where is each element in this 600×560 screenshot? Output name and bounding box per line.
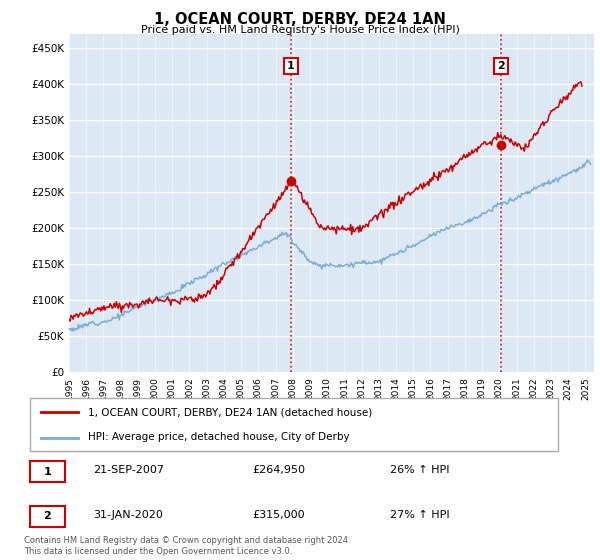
Text: HPI: Average price, detached house, City of Derby: HPI: Average price, detached house, City… — [88, 432, 350, 442]
FancyBboxPatch shape — [30, 398, 558, 451]
Text: 26% ↑ HPI: 26% ↑ HPI — [390, 465, 449, 475]
Text: 2: 2 — [44, 511, 51, 521]
Text: 1, OCEAN COURT, DERBY, DE24 1AN: 1, OCEAN COURT, DERBY, DE24 1AN — [154, 12, 446, 27]
Text: 2: 2 — [497, 61, 505, 71]
Text: 21-SEP-2007: 21-SEP-2007 — [93, 465, 164, 475]
Text: Contains HM Land Registry data © Crown copyright and database right 2024.
This d: Contains HM Land Registry data © Crown c… — [24, 536, 350, 556]
Text: 1: 1 — [287, 61, 295, 71]
Text: 31-JAN-2020: 31-JAN-2020 — [93, 510, 163, 520]
Text: 27% ↑ HPI: 27% ↑ HPI — [390, 510, 449, 520]
Text: 1, OCEAN COURT, DERBY, DE24 1AN (detached house): 1, OCEAN COURT, DERBY, DE24 1AN (detache… — [88, 408, 373, 418]
Text: £264,950: £264,950 — [252, 465, 305, 475]
Text: £315,000: £315,000 — [252, 510, 305, 520]
Text: 1: 1 — [44, 466, 51, 477]
FancyBboxPatch shape — [30, 461, 65, 482]
Text: Price paid vs. HM Land Registry's House Price Index (HPI): Price paid vs. HM Land Registry's House … — [140, 25, 460, 35]
FancyBboxPatch shape — [30, 506, 65, 527]
